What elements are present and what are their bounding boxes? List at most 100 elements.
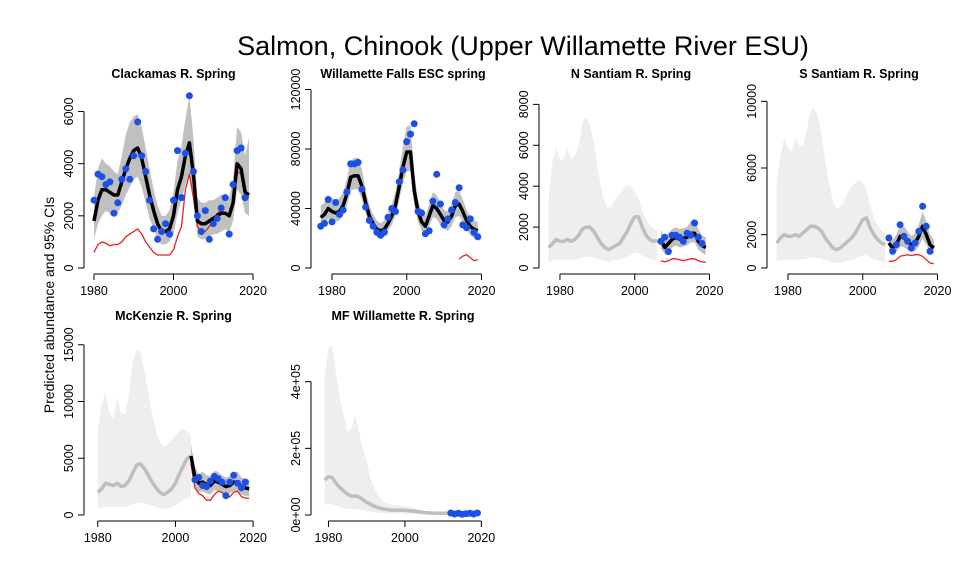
red-series-line (888, 254, 934, 265)
panel-1: Clackamas R. Spring 1980 2000 2020 0 2000 4000… (62, 67, 267, 298)
observation-point (158, 228, 166, 235)
y-tick-label: 0 (745, 264, 759, 271)
observation-point (138, 152, 146, 160)
x-tick-label: 2000 (621, 284, 649, 298)
red-series-line (458, 253, 478, 262)
y-tick-label: 4000 (62, 150, 76, 178)
observation-point (664, 248, 672, 256)
y-tick-label: 2e+05 (289, 431, 303, 466)
fit-line (92, 141, 250, 234)
observation-point (425, 227, 433, 235)
observation-point (226, 478, 234, 486)
observation-point (455, 184, 463, 192)
observation-point (221, 194, 229, 202)
y-tick-label: 0e+00 (289, 497, 303, 532)
y-axis-label: Predicted abundance and 95% CIs (41, 197, 57, 413)
observation-point (146, 196, 154, 204)
observation-point (122, 165, 130, 173)
observation-point (410, 120, 418, 128)
observation-point (687, 231, 695, 239)
observation-point (395, 178, 403, 186)
fit-line-early (96, 454, 192, 497)
y-tick-label: 8000 (517, 90, 531, 118)
panel-title: Clackamas R. Spring (111, 67, 235, 81)
x-tick-label: 2000 (849, 284, 877, 298)
observation-point (694, 233, 702, 241)
panel-title: Willamette Falls ESC spring (320, 67, 485, 81)
observation-point (885, 234, 893, 242)
y-tick-label: 2000 (62, 202, 76, 230)
observation-point (429, 197, 437, 205)
observation-point (134, 118, 142, 126)
ci-band-early (97, 349, 191, 509)
panel-4: S Santiam R. Spring 1980 2000 2020 0 2000 6000… (745, 67, 951, 298)
panel-title: S Santiam R. Spring (799, 67, 918, 81)
x-tick-label: 1980 (315, 531, 343, 545)
y-tick-label: 6000 (745, 154, 759, 182)
observation-point (181, 149, 189, 157)
panel-title: MF Willamette R. Spring (332, 309, 475, 323)
y-tick-label: 6000 (62, 98, 76, 126)
panel-2: Willamette Falls ESC spring 1980 2000 2020 0… (289, 67, 495, 298)
x-tick-label: 2020 (239, 284, 267, 298)
observation-point (463, 224, 471, 232)
observation-point (185, 92, 193, 100)
y-tick-label: 10000 (62, 384, 76, 419)
observation-point (150, 225, 158, 233)
x-tick-label: 1980 (774, 284, 802, 298)
observation-point (440, 221, 448, 229)
y-tick-label: 10000 (745, 84, 759, 119)
y-tick-label: 120000 (289, 69, 303, 111)
observation-point (474, 233, 482, 241)
fit-line-early (547, 215, 658, 252)
observation-point (444, 215, 452, 223)
y-tick-label: 0 (289, 264, 303, 271)
x-tick-label: 2020 (468, 284, 496, 298)
x-tick-label: 2020 (924, 284, 952, 298)
observation-point (380, 228, 388, 236)
ci-band (888, 211, 934, 255)
observation-point (448, 206, 456, 214)
observation-point (237, 144, 245, 152)
x-tick-label: 1980 (546, 284, 574, 298)
panel-3: N Santiam R. Spring 1980 2000 2020 0 2000 4000… (517, 67, 723, 298)
y-tick-label: 2000 (745, 221, 759, 249)
observation-point (407, 130, 414, 138)
observation-point (896, 221, 904, 229)
observation-point (201, 207, 209, 215)
observation-point (403, 138, 411, 146)
observation-point (217, 204, 225, 212)
figure-title: Salmon, Chinook (Upper Willamette River … (237, 31, 809, 61)
observation-point (203, 483, 210, 491)
observation-point (170, 196, 177, 204)
observation-point (166, 230, 173, 238)
observation-point (466, 215, 474, 223)
observation-point (118, 175, 126, 183)
observation-point (189, 168, 197, 175)
observation-point (332, 199, 340, 206)
y-tick-label: 0 (62, 511, 76, 518)
observation-point (369, 222, 377, 230)
ci-band (94, 95, 249, 245)
y-tick-label: 5000 (62, 444, 76, 472)
observation-point (433, 170, 441, 178)
observation-point (230, 471, 238, 479)
panels: Clackamas R. Spring 1980 2000 2020 0 2000 4000… (62, 67, 951, 545)
observation-point (195, 474, 203, 481)
observation-point (114, 199, 122, 207)
observation-point (911, 239, 919, 247)
observation-point (142, 168, 150, 175)
observation-point (213, 214, 221, 222)
x-tick-label: 2020 (239, 531, 267, 545)
x-tick-label: 1980 (80, 284, 108, 298)
observation-point (384, 213, 392, 221)
observation-point (193, 212, 201, 220)
observation-point (474, 509, 481, 517)
x-tick-label: 2020 (467, 531, 495, 545)
x-tick-label: 1980 (318, 284, 346, 298)
observation-point (362, 203, 370, 211)
observation-point (162, 220, 169, 228)
observation-point (229, 181, 237, 188)
observation-point (358, 185, 366, 193)
